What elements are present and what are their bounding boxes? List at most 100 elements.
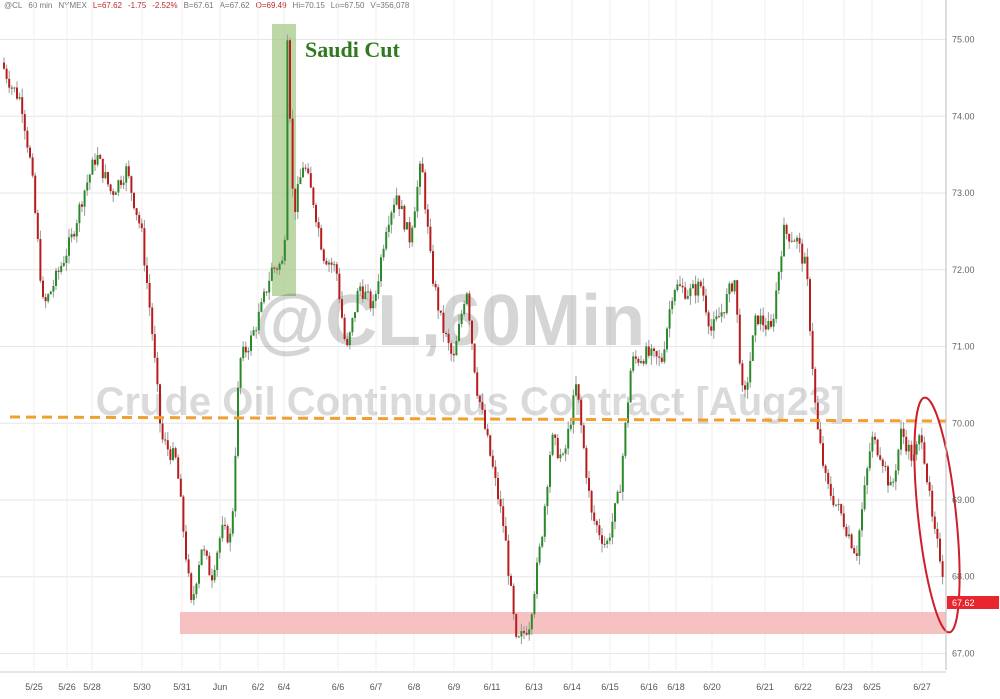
candle-down bbox=[403, 205, 406, 230]
candle-down bbox=[182, 496, 185, 532]
candle-down bbox=[879, 455, 882, 460]
candle-down bbox=[16, 87, 18, 99]
candle-down bbox=[525, 632, 528, 635]
candle-up bbox=[13, 87, 16, 89]
candle-up bbox=[377, 281, 380, 295]
candle-up bbox=[47, 294, 50, 302]
candle-down bbox=[312, 187, 315, 205]
candle-up bbox=[104, 172, 107, 179]
candle-up bbox=[541, 536, 544, 547]
header-exchange: NYMEX bbox=[58, 1, 87, 10]
candle-down bbox=[159, 384, 161, 424]
candle-up bbox=[692, 284, 694, 289]
x-tick-label: 5/31 bbox=[173, 682, 191, 692]
candle-up bbox=[754, 315, 757, 336]
candle-up bbox=[302, 167, 304, 178]
candle-down bbox=[424, 172, 427, 210]
y-tick-label: 67.00 bbox=[952, 648, 975, 658]
x-tick-label: 6/16 bbox=[640, 682, 658, 692]
candle-up bbox=[221, 524, 224, 539]
candle-down bbox=[289, 40, 291, 119]
support-band bbox=[180, 612, 946, 634]
candle-down bbox=[442, 312, 445, 334]
candle-up bbox=[263, 291, 265, 302]
candle-down bbox=[798, 237, 801, 244]
candle-down bbox=[322, 249, 325, 261]
candle-up bbox=[861, 509, 863, 531]
candle-down bbox=[109, 184, 112, 192]
candle-up bbox=[213, 569, 216, 581]
candle-up bbox=[790, 240, 793, 242]
candle-up bbox=[296, 184, 299, 212]
resistance-line bbox=[9, 415, 947, 423]
candle-up bbox=[382, 248, 385, 258]
candle-up bbox=[299, 177, 302, 185]
candle-down bbox=[832, 495, 835, 506]
candle-down bbox=[842, 513, 845, 527]
candle-down bbox=[510, 575, 512, 586]
candle-down bbox=[294, 188, 297, 212]
candle-down bbox=[806, 256, 809, 280]
candle-up bbox=[520, 631, 523, 637]
candle-up bbox=[419, 163, 421, 187]
candle-up bbox=[746, 382, 749, 390]
candle-up bbox=[614, 503, 616, 522]
x-tick-label: 6/23 bbox=[835, 682, 853, 692]
candle-down bbox=[151, 307, 154, 335]
candle-down bbox=[476, 372, 479, 396]
candle-up bbox=[608, 537, 611, 541]
candle-up bbox=[200, 549, 203, 565]
candle-down bbox=[164, 439, 167, 441]
candle-down bbox=[931, 490, 934, 517]
x-tick-label: 5/26 bbox=[58, 682, 76, 692]
candle-down bbox=[439, 310, 442, 313]
candle-down bbox=[840, 504, 843, 514]
candle-up bbox=[858, 530, 861, 556]
candle-down bbox=[601, 535, 603, 544]
candle-up bbox=[387, 224, 390, 232]
candle-down bbox=[489, 435, 492, 456]
candle-down bbox=[702, 286, 705, 296]
y-tick-label: 72.00 bbox=[952, 265, 975, 275]
candle-down bbox=[588, 477, 590, 491]
candle-down bbox=[304, 167, 307, 169]
candle-down bbox=[902, 428, 905, 437]
candle-down bbox=[905, 436, 908, 452]
candle-up bbox=[668, 309, 671, 329]
candle-up bbox=[268, 280, 271, 293]
candle-down bbox=[471, 320, 473, 344]
candle-up bbox=[689, 288, 692, 297]
header-interval: 60 min bbox=[28, 1, 53, 10]
candle-up bbox=[393, 204, 395, 213]
candle-down bbox=[881, 459, 884, 466]
candle-up bbox=[55, 270, 57, 287]
candle-down bbox=[244, 346, 247, 353]
x-tick-label: 5/30 bbox=[133, 682, 151, 692]
candle-down bbox=[502, 506, 505, 527]
candle-down bbox=[169, 449, 172, 460]
x-tick-label: 6/22 bbox=[794, 682, 812, 692]
candle-down bbox=[432, 251, 434, 284]
candle-down bbox=[523, 631, 525, 633]
candle-up bbox=[75, 223, 78, 237]
candle-up bbox=[676, 284, 679, 291]
candle-down bbox=[816, 402, 819, 430]
candle-up bbox=[83, 190, 86, 207]
candle-up bbox=[569, 424, 572, 429]
candle-down bbox=[512, 585, 515, 615]
candle-down bbox=[486, 428, 489, 436]
y-tick-label: 73.00 bbox=[952, 188, 975, 198]
candle-up bbox=[463, 304, 466, 314]
candle-down bbox=[497, 478, 499, 500]
candle-down bbox=[307, 168, 310, 174]
candle-down bbox=[811, 331, 814, 369]
candle-up bbox=[543, 506, 546, 537]
candle-up bbox=[712, 319, 715, 331]
candle-down bbox=[822, 443, 824, 466]
candle-up bbox=[536, 562, 538, 595]
candle-down bbox=[3, 62, 5, 69]
candle-down bbox=[156, 357, 159, 385]
candle-down bbox=[133, 192, 135, 209]
candle-down bbox=[705, 295, 707, 313]
